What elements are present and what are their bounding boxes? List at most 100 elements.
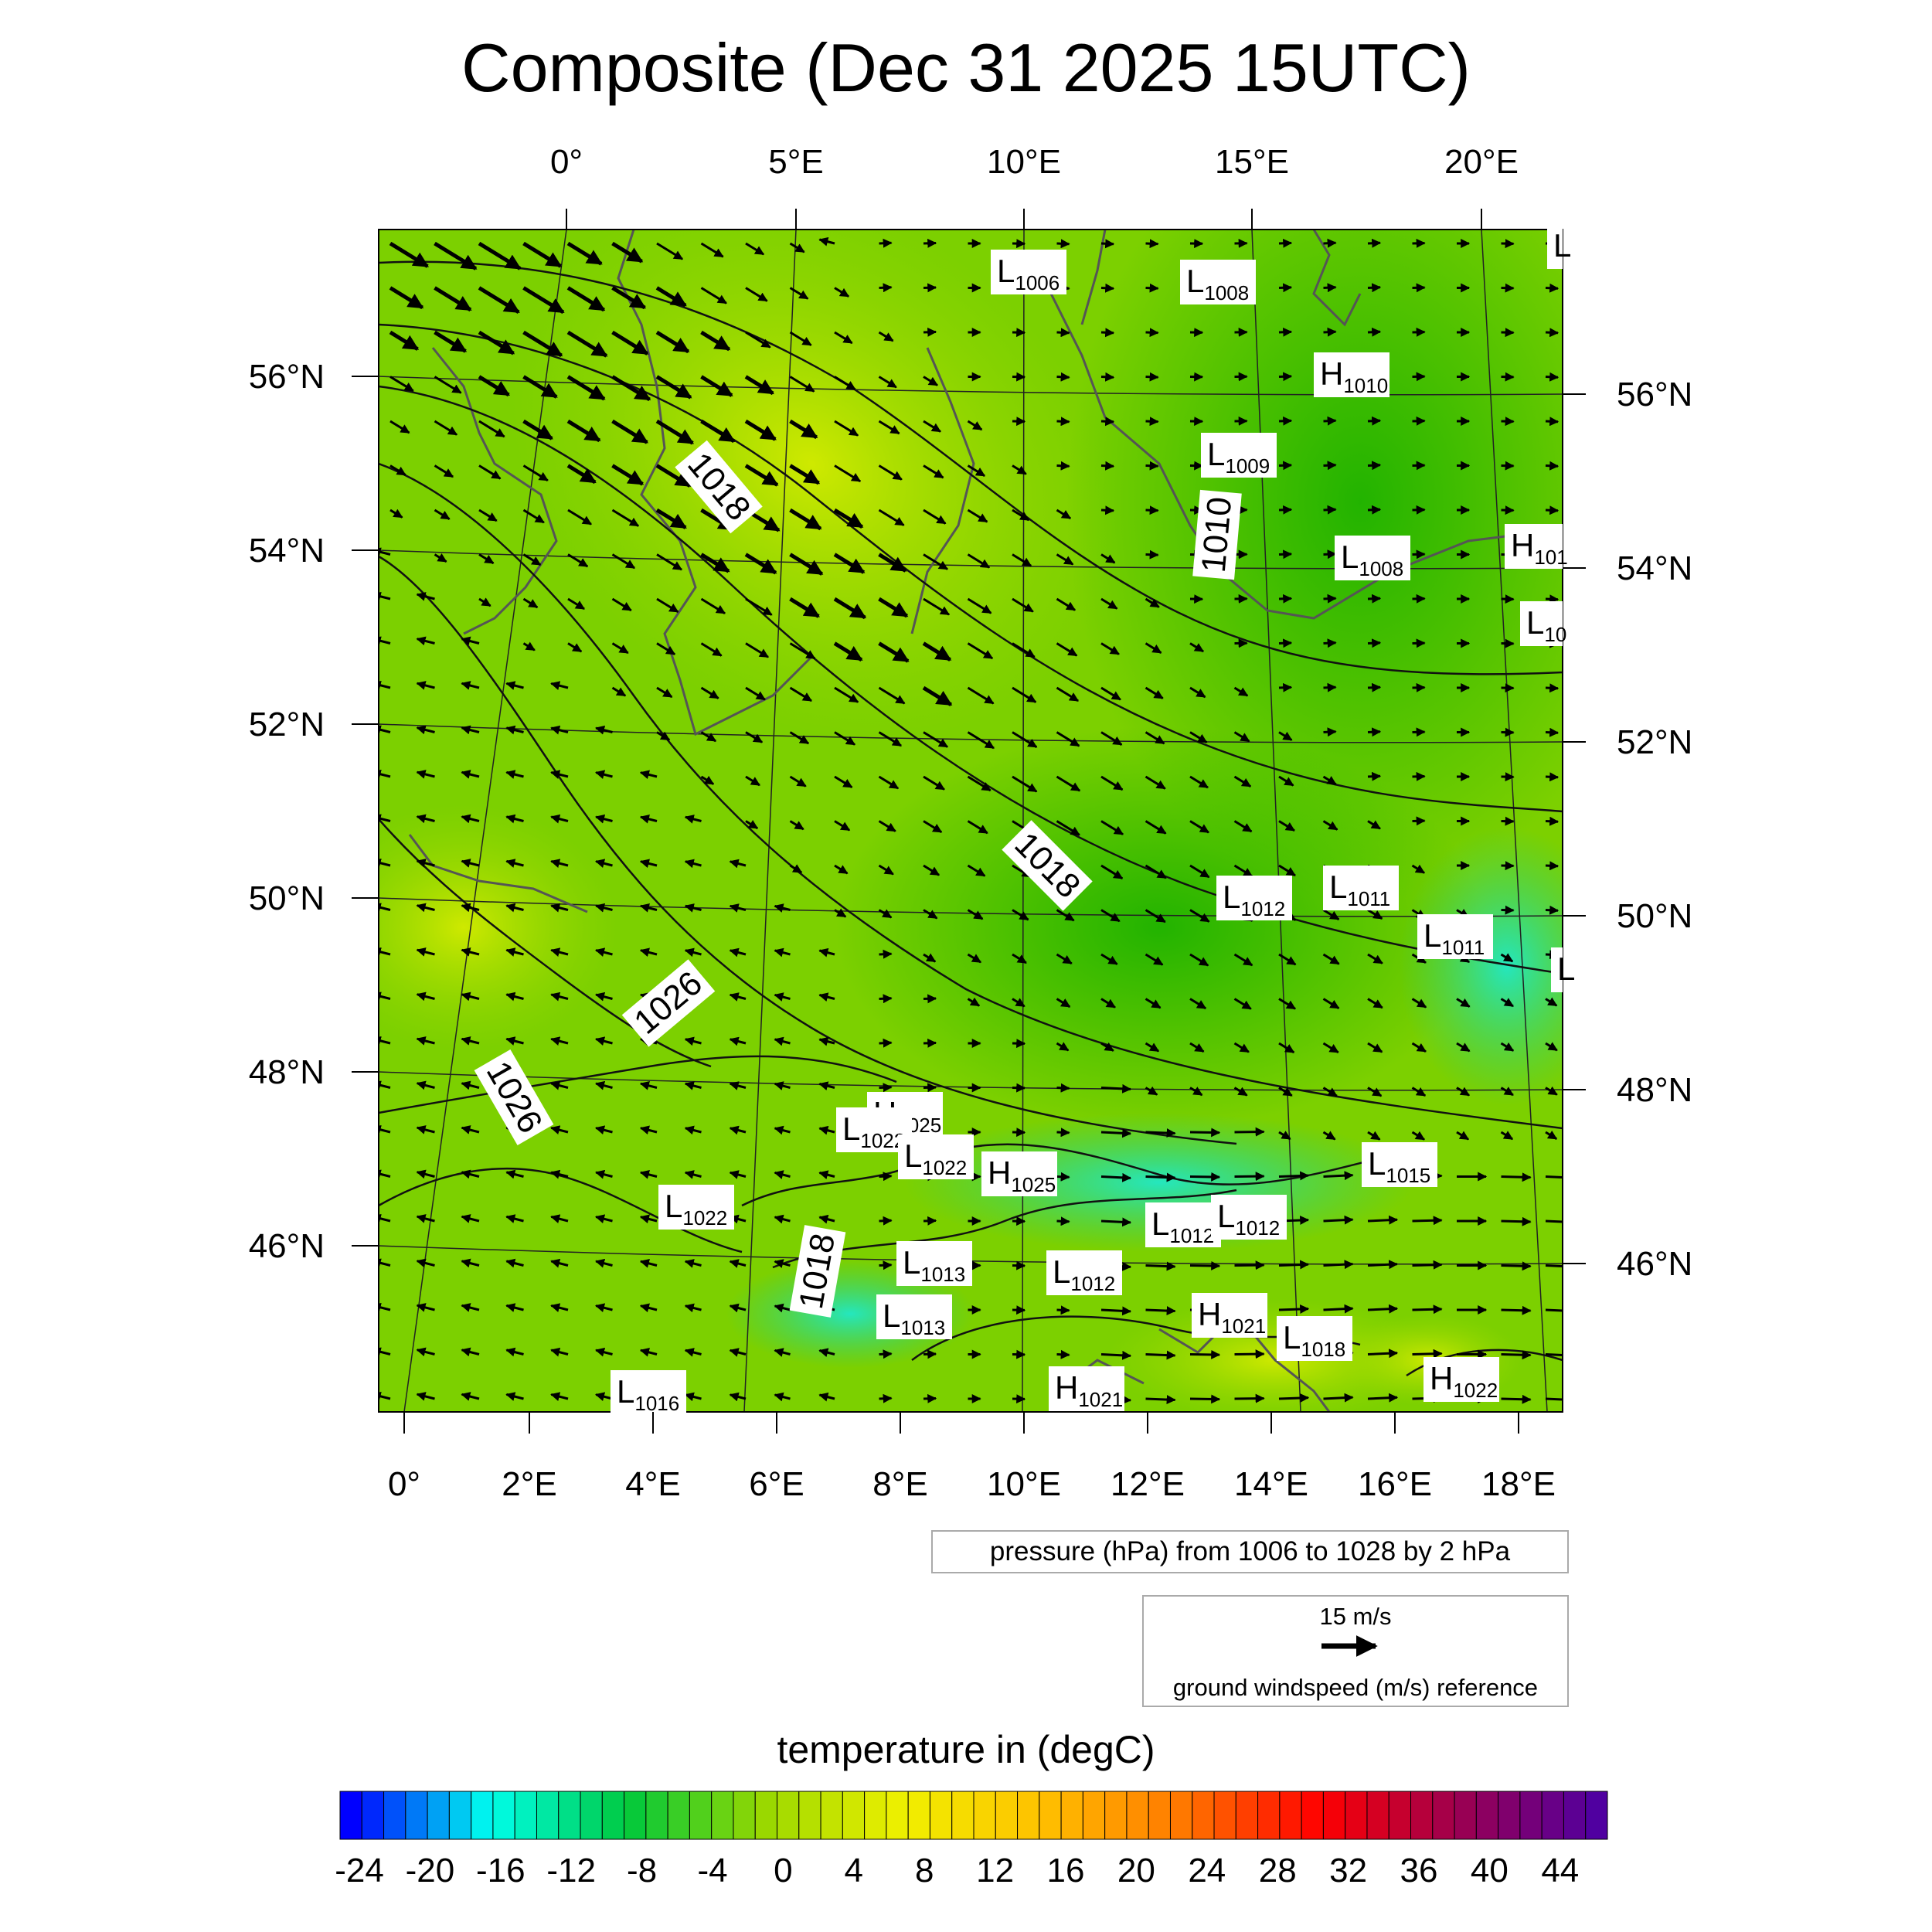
wind-arrow [774,992,791,1002]
wind-arrow [789,775,807,787]
wind-arrow [700,597,726,614]
wind-arrow [789,553,824,576]
wind-arrow [1189,1394,1221,1404]
wind-arrow [505,903,524,913]
wind-arrow [1278,682,1293,692]
wind-arrow [1012,953,1027,964]
wind-arrow [922,685,953,706]
wind-arrow [878,597,909,618]
wind-arrow [1012,597,1034,613]
pressure-center-label: L1012 [1211,1195,1287,1240]
wind-arrow [878,553,907,573]
wind-arrow [478,597,492,607]
wind-arrow [1501,1394,1532,1404]
wind-arrow [1367,1131,1381,1141]
wind-arrow [1189,1172,1221,1182]
wind-arrow [834,775,853,789]
wind-arrow [879,283,893,293]
colorbar-cell [1541,1791,1564,1840]
colorbar-cell [1519,1791,1543,1840]
wind-vectors [379,236,1563,1405]
wind-arrow [1411,1131,1425,1141]
wind-arrow [611,509,640,527]
wind-arrow [1278,1131,1291,1141]
colorbar-cell [580,1791,603,1840]
colorbar-cell [645,1791,668,1840]
wind-arrow [1100,461,1115,471]
wind-arrow [389,330,420,351]
pressure-centers: L1006 L1008H1010L1009L1008H101L10LL1012L1… [611,224,1575,1415]
wind-arrow [684,1348,702,1357]
wind-arrow [639,1303,658,1313]
wind-arrow [923,775,945,791]
wind-arrow [1367,416,1382,426]
wind-arrow [566,419,601,443]
wind-arrow [1056,1042,1070,1052]
wind-arrow [416,1169,435,1179]
colorbar-cell [973,1791,996,1840]
wind-arrow [1056,1083,1070,1093]
colorbar-cell [1235,1791,1259,1840]
colorbar-cell [427,1791,450,1840]
wind-arrow [566,464,597,485]
wind-arrow [505,859,524,868]
colorbar-tick-label: -16 [476,1852,526,1889]
wind-arrow [922,641,952,662]
wind-arrow [684,1170,702,1179]
wind-arrow [818,947,835,957]
wind-arrow [522,553,542,566]
wind-arrow [1545,328,1560,338]
wind-arrow [1012,731,1038,748]
wind-arrow [1545,461,1560,471]
lon-label: 6°E [749,1465,804,1503]
wind-arrow [1323,727,1337,737]
wind-arrow [522,641,536,651]
wind-arrow [1545,1219,1563,1223]
wind-arrow [789,419,818,440]
colorbar-tick-label: 28 [1259,1852,1297,1889]
wind-arrow [594,859,613,869]
wind-arrow [1056,953,1073,965]
pressure-center-label: L1013 [896,1241,972,1286]
wind-arrow [434,420,458,436]
pressure-center-label: L1006 [991,250,1066,294]
wind-arrow [655,508,687,529]
wind-arrow [1056,372,1070,382]
wind-arrow [505,1258,524,1268]
wind-arrow [1056,239,1070,249]
wind-arrow [789,508,822,531]
wind-arrow [1189,998,1207,1010]
colorbar-cell [471,1791,494,1840]
wind-arrow [1145,461,1159,471]
wind-arrow [1500,1087,1514,1097]
wind-arrow [1545,1086,1558,1096]
wind-arrow [566,286,606,312]
wind-arrow [1145,239,1159,249]
svg-text:L: L [1557,951,1575,987]
wind-arrow [729,859,747,869]
wind-arrow [833,553,866,574]
wind-arrow [1145,731,1165,745]
wind-arrow [1545,283,1560,293]
wind-arrow [1500,998,1514,1008]
wind-arrow [379,903,391,913]
wind-arrow [818,1036,835,1046]
wind-arrow [879,1172,893,1182]
wind-arrow [967,686,995,705]
wind-arrow [1233,1087,1248,1097]
wind-arrow [1189,864,1210,879]
wind-arrow [923,597,951,616]
wind-arrow [744,553,777,575]
wind-arrow [1412,1216,1443,1226]
wind-arrow [522,286,565,315]
wind-arrow [878,909,893,919]
wind-arrow [1145,1086,1158,1096]
wind-arrow [478,241,522,270]
colorbar-cell [536,1791,560,1840]
wind-arrow [745,731,764,743]
wind-arrow [522,375,558,399]
wind-arrow [1100,1128,1132,1138]
wind-arrow [1145,820,1167,835]
lat-label: 56°N [1617,376,1692,413]
wind-arrow [639,1125,658,1135]
